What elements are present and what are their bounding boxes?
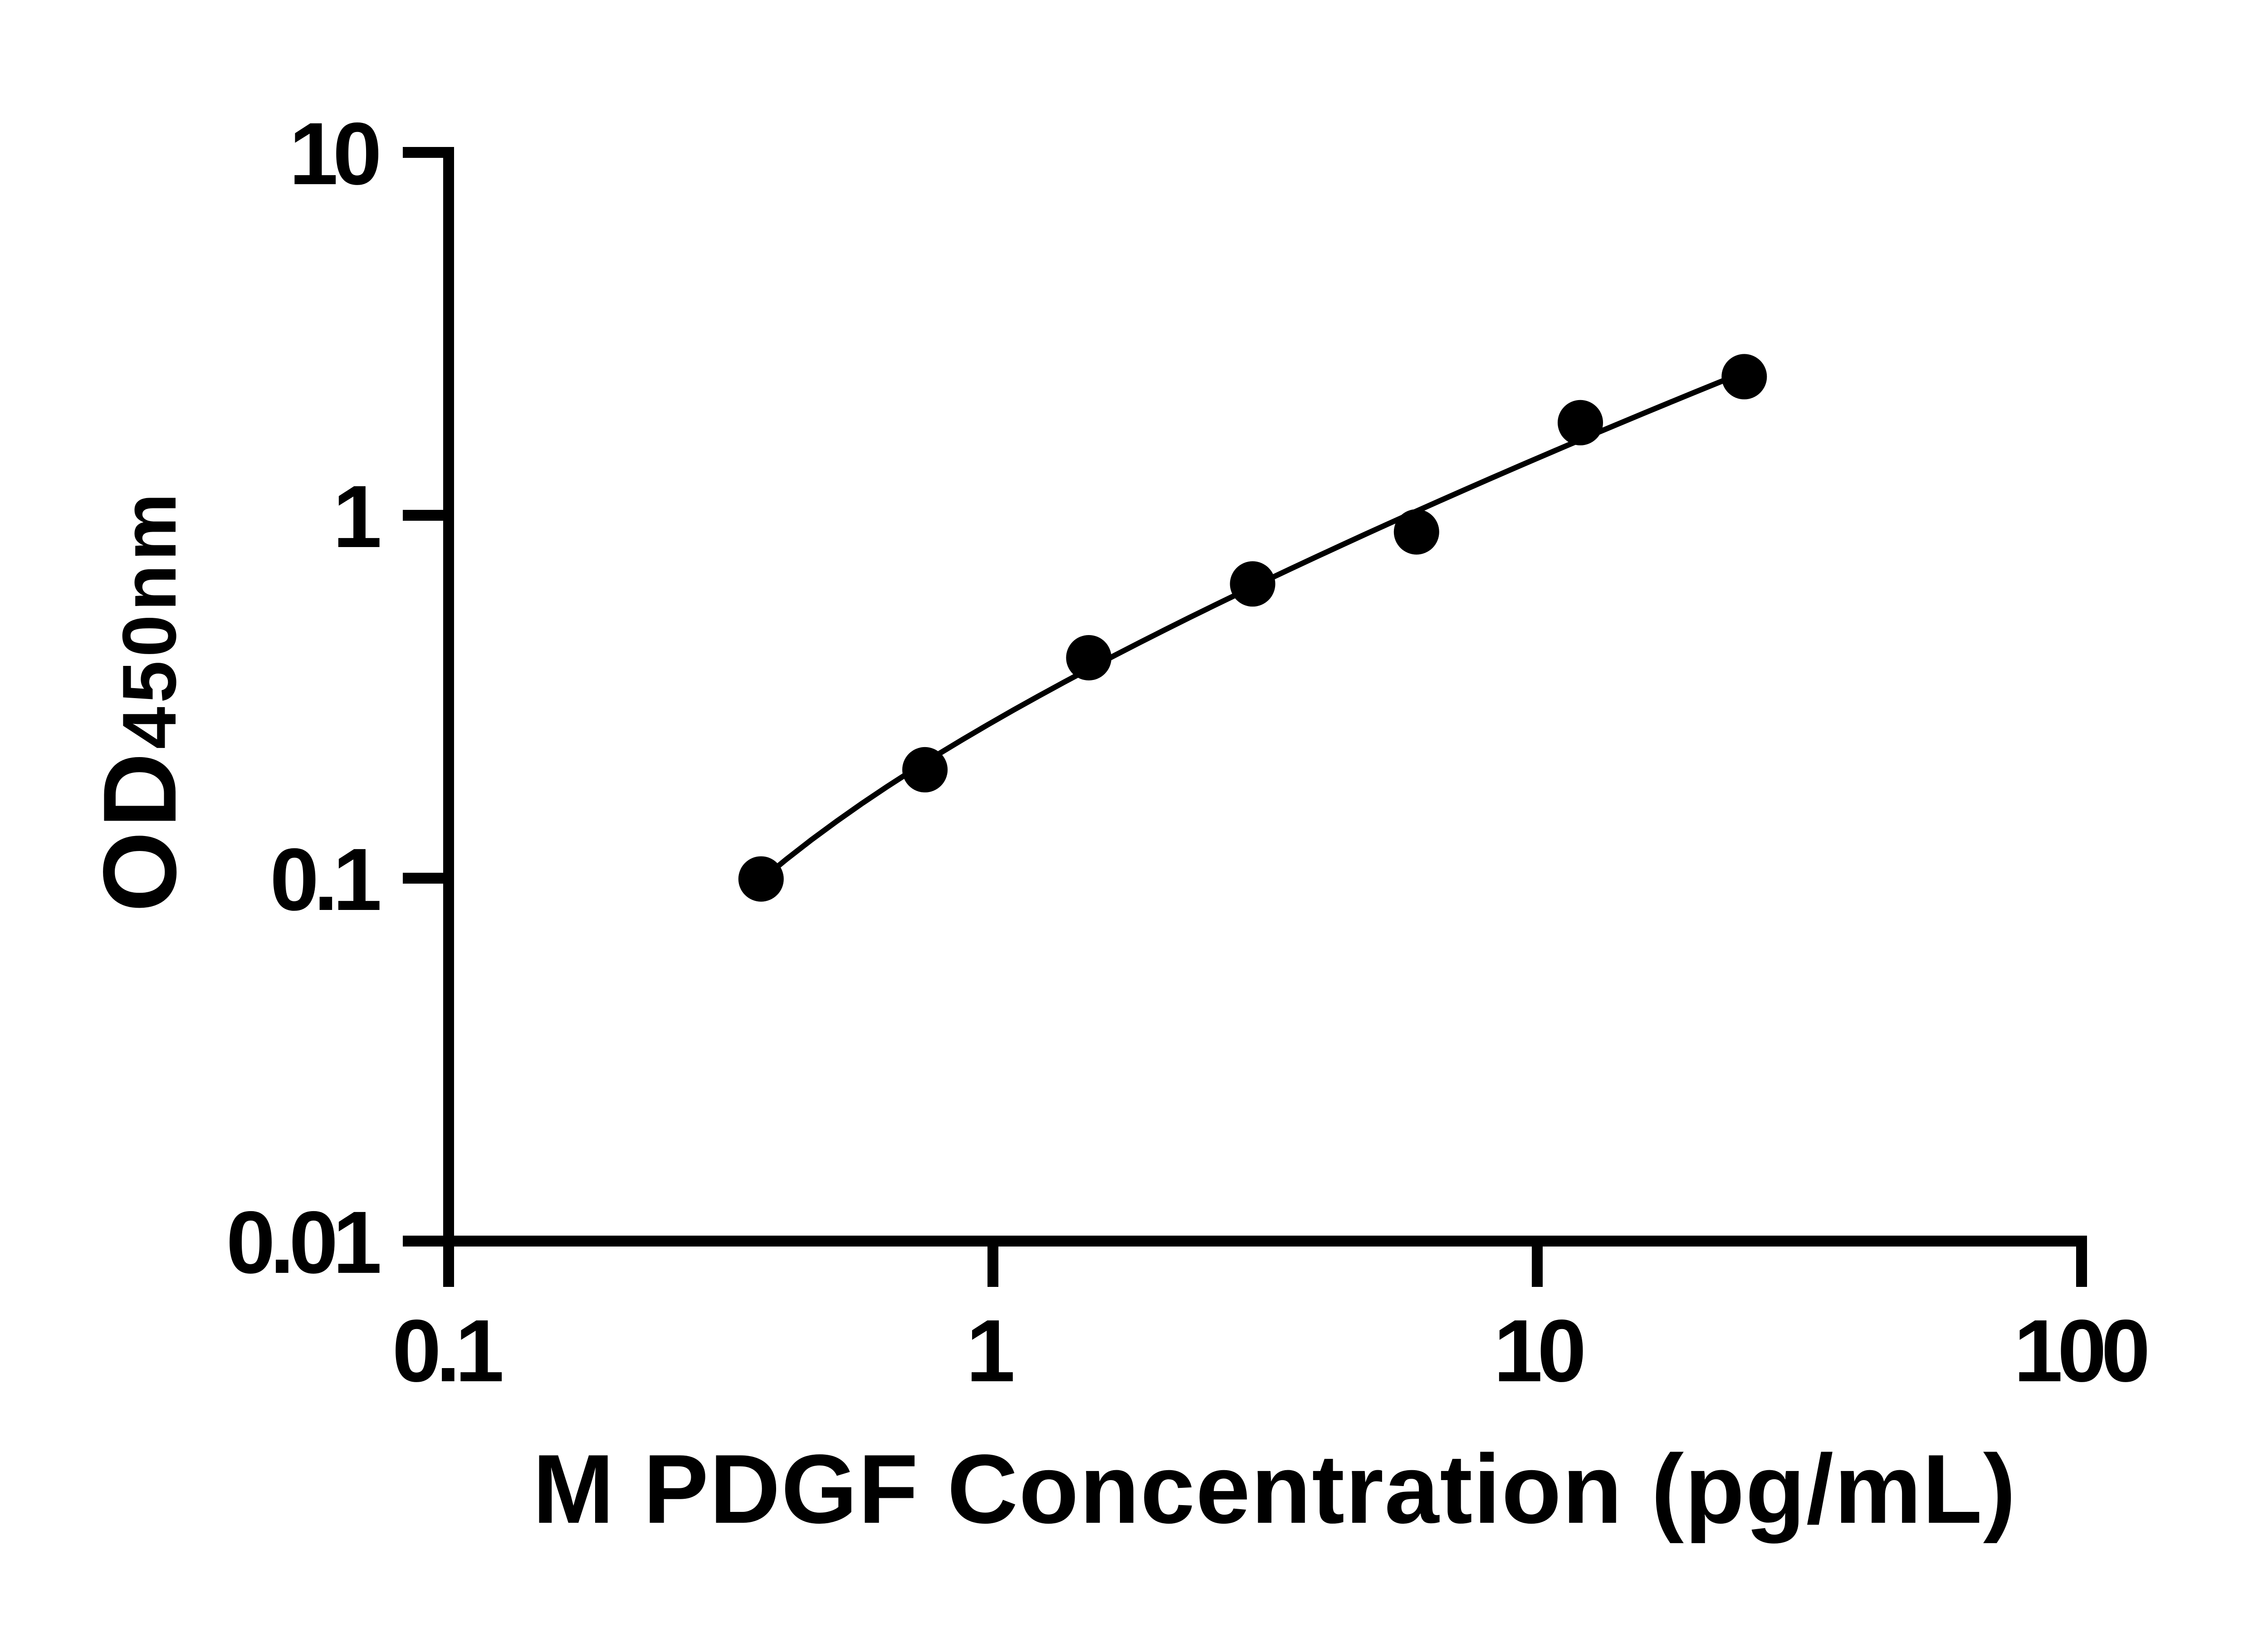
svg-text:M PDGF Concentration (pg/mL): M PDGF Concentration (pg/mL) (533, 1434, 2017, 1544)
svg-text:10: 10 (1494, 1301, 1583, 1400)
svg-text:0.1: 0.1 (270, 830, 380, 929)
svg-text:100: 100 (2014, 1301, 2147, 1400)
svg-text:0.01: 0.01 (226, 1193, 380, 1292)
svg-text:1: 1 (966, 1301, 1013, 1400)
svg-text:10: 10 (289, 104, 378, 203)
svg-text:0.1: 0.1 (392, 1301, 502, 1400)
svg-text:1: 1 (333, 467, 380, 566)
